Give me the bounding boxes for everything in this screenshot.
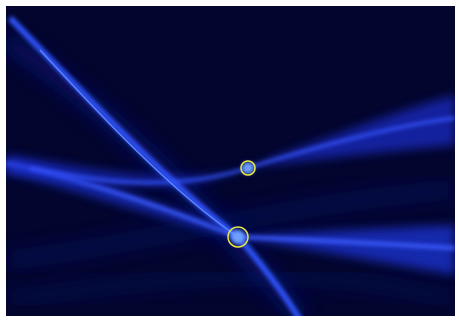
peak-glow: [242, 162, 254, 174]
background: [6, 6, 455, 316]
peak-glow: [231, 230, 245, 244]
page: Hough accumulator {} html, body { margin…: [0, 0, 459, 322]
body: [0, 0, 459, 322]
accumulator-image: [0, 0, 459, 322]
